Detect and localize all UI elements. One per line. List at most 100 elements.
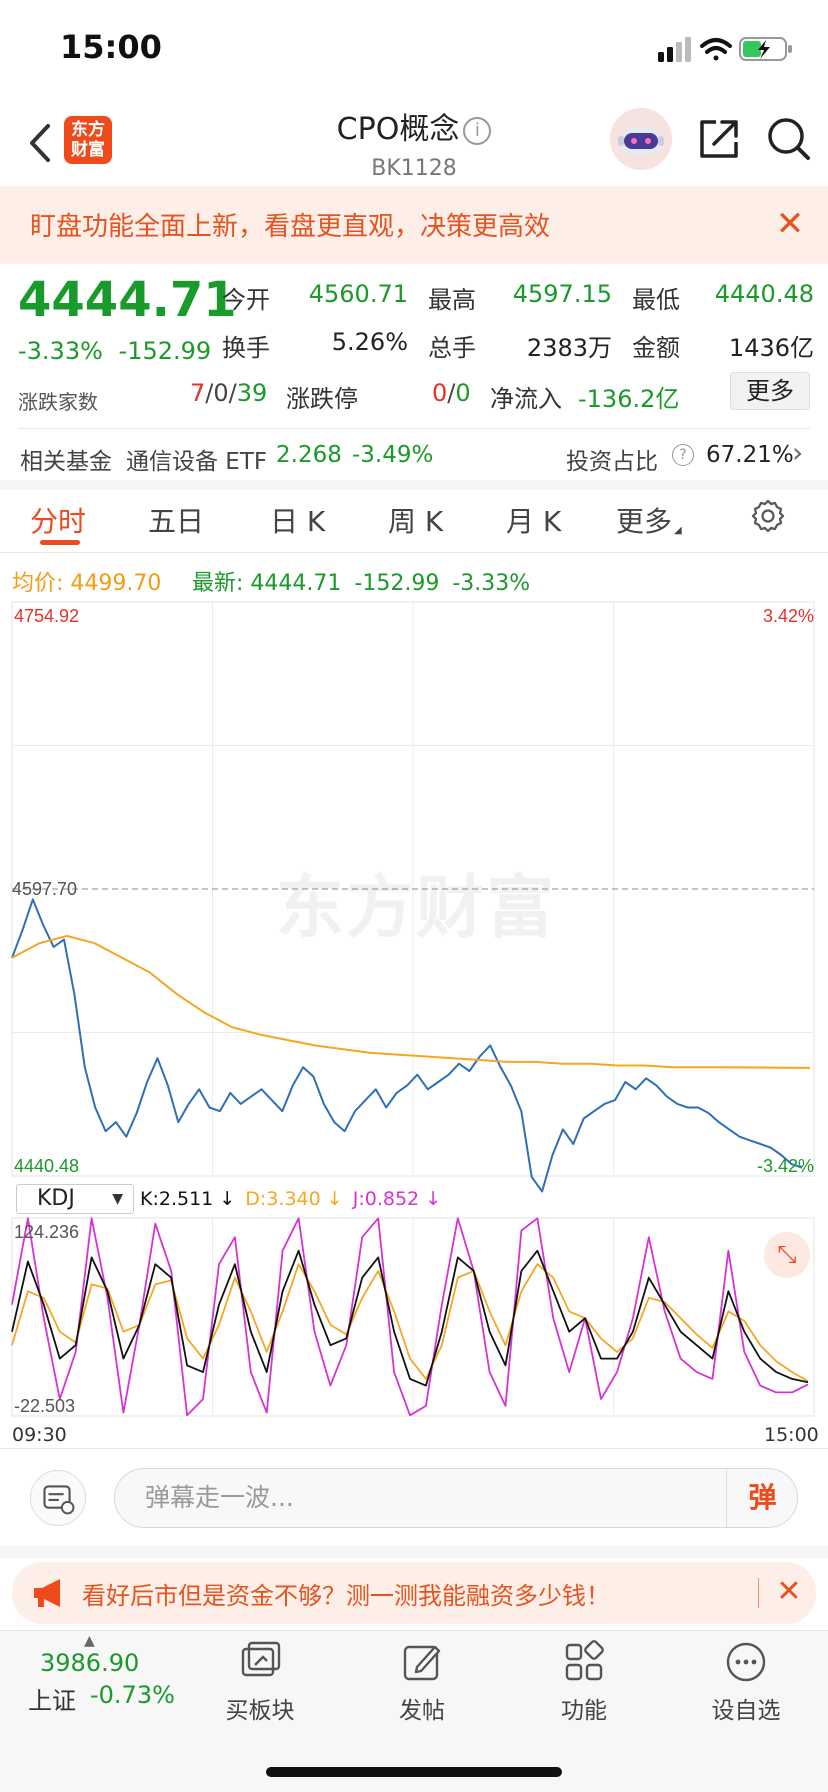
expand-icon[interactable]: ⤡: [764, 1232, 810, 1278]
avg-price-line: [11, 934, 811, 1069]
logo-text-top: 东方: [71, 120, 105, 140]
limit-up: 0: [432, 379, 448, 407]
chevron-right-icon: ›: [792, 436, 804, 469]
quote-value: 2383万: [526, 334, 612, 362]
kdj-d-line: [11, 1263, 809, 1382]
nav-functions[interactable]: 功能: [524, 1639, 644, 1725]
quote-value: 4597.15: [512, 280, 612, 308]
caret-icon: ◢: [674, 525, 682, 536]
limit-sep: /: [447, 379, 456, 407]
nav-label: 买板块: [225, 1698, 295, 1724]
quote-label: 换手: [222, 334, 270, 362]
tab-monthly-k[interactable]: 月 K: [506, 505, 562, 538]
nav-buy-sector[interactable]: 买板块: [200, 1639, 320, 1725]
breadth-sep: /: [205, 379, 214, 407]
breadth-label: 涨跌家数: [18, 390, 98, 414]
price-change: -3.33% -152.99: [18, 337, 211, 365]
share-icon[interactable]: [698, 116, 740, 162]
status-time: 15:00: [60, 28, 162, 66]
promo-banner[interactable]: 看好后市但是资金不够？测一测我能融资多少钱！ ✕: [12, 1562, 816, 1624]
divider: [0, 552, 828, 553]
tab-five-day[interactable]: 五日: [148, 505, 205, 538]
fund-pct: -3.49%: [352, 442, 434, 468]
nav-label: 功能: [561, 1698, 607, 1724]
help-icon[interactable]: ?: [672, 444, 694, 466]
quote-label: 金额: [632, 334, 680, 362]
caret-up-icon: ▲: [84, 1633, 95, 1649]
avg-label: 均价:: [12, 571, 64, 596]
quote-value: 4440.48: [714, 280, 814, 308]
quote-label: 总手: [428, 334, 476, 362]
nav-add-watchlist[interactable]: 设自选: [686, 1639, 806, 1725]
index-ticker[interactable]: ▲ 3986.90 上证 -0.73%: [0, 1631, 180, 1731]
buy-sector-icon: [241, 1641, 281, 1677]
promo-separator: [758, 1578, 759, 1608]
assistant-robot-icon[interactable]: [610, 108, 672, 170]
quote-value: 5.26%: [331, 328, 408, 356]
back-chevron-icon[interactable]: [22, 118, 62, 168]
home-indicator: [266, 1767, 562, 1777]
pct-axis-bottom-label: -3.42%: [757, 1156, 814, 1176]
ratio-value: 67.21%: [706, 442, 794, 468]
limit-value: 0/0: [432, 379, 471, 407]
breadth-value: 7/0/39: [190, 379, 267, 407]
info-icon[interactable]: i: [463, 117, 492, 145]
settings-gear-icon[interactable]: [750, 498, 786, 534]
danmaku-settings-icon[interactable]: [30, 1470, 86, 1526]
down-arrow-icon: ↓: [219, 1188, 236, 1210]
banner-close-icon[interactable]: ✕: [775, 204, 805, 244]
index-name: 上证: [28, 1687, 76, 1715]
fund-label: 相关基金: [20, 449, 112, 475]
indicator-select[interactable]: KDJ ▼: [16, 1184, 134, 1214]
wifi-icon: [700, 38, 732, 61]
limit-label: 涨跌停: [286, 385, 358, 413]
y-axis-ref-label: 4597.70: [12, 879, 77, 899]
breadth-sep: /: [228, 379, 237, 407]
danmaku-send-button[interactable]: 弹: [726, 1469, 798, 1527]
quote-label: 今开: [222, 286, 270, 314]
more-button[interactable]: 更多: [730, 372, 810, 410]
nav-compose[interactable]: 发帖: [362, 1639, 482, 1725]
kdj-d-value: D:3.340: [245, 1188, 321, 1210]
tab-more-label: 更多: [616, 505, 673, 538]
kdj-k-line: [11, 1249, 809, 1387]
section-divider: [0, 480, 828, 490]
axis-time-end: 15:00: [764, 1424, 819, 1446]
limit-down: 0: [455, 379, 471, 407]
tab-more[interactable]: 更多 ◢: [616, 500, 682, 540]
breadth-flat: 0: [213, 379, 229, 407]
nav-label: 设自选: [711, 1698, 781, 1724]
latest-price-line: 最新: 4444.71 -152.99 -3.33%: [192, 565, 530, 597]
app-logo[interactable]: 东方 财富: [64, 116, 112, 164]
down-arrow-icon: ↓: [326, 1188, 343, 1210]
y-axis-top-label: 4754.92: [14, 606, 79, 626]
megaphone-icon: [34, 1579, 60, 1607]
tab-intraday[interactable]: 分时: [30, 505, 87, 538]
latest-change: -152.99: [354, 571, 440, 596]
divider: [0, 1448, 828, 1449]
fund-name: 通信设备 ETF: [126, 449, 268, 475]
ratio-label: 投资占比: [566, 449, 658, 475]
tab-daily-k[interactable]: 日 K: [270, 505, 326, 538]
tab-active-indicator: [40, 540, 80, 545]
status-icons: [658, 37, 792, 62]
price-line: [11, 898, 803, 1193]
axis-time-start: 09:30: [12, 1424, 67, 1446]
related-fund-row[interactable]: 相关基金 通信设备 ETF 2.268 -3.49% 投资占比 ? 67.21%…: [0, 430, 828, 480]
latest-pct: -3.33%: [452, 571, 531, 596]
tab-weekly-k[interactable]: 周 K: [388, 505, 444, 538]
apps-icon: [565, 1640, 604, 1681]
indicator-select-label: KDJ: [37, 1186, 75, 1211]
divider: [18, 428, 810, 429]
kdj-axis-top-label: 124.236: [14, 1222, 79, 1242]
promo-close-icon[interactable]: ✕: [776, 1574, 802, 1609]
pct-axis-top-label: 3.42%: [763, 606, 814, 626]
search-icon[interactable]: [764, 114, 812, 164]
index-pct: -0.73%: [90, 1681, 175, 1709]
dropdown-caret-icon: ▼: [112, 1191, 123, 1207]
kdj-j-value: J:0.852: [352, 1188, 420, 1210]
danmaku-input[interactable]: 弹幕走一波...: [114, 1468, 798, 1528]
feature-banner[interactable]: 盯盘功能全面上新，看盘更直观，决策更高效 ✕: [0, 186, 828, 264]
avg-value: 4499.70: [70, 571, 162, 596]
intraday-chart[interactable]: 4754.92 4597.70 4440.48 3.42% -3.42% 124.236 -…: [0, 596, 828, 1426]
